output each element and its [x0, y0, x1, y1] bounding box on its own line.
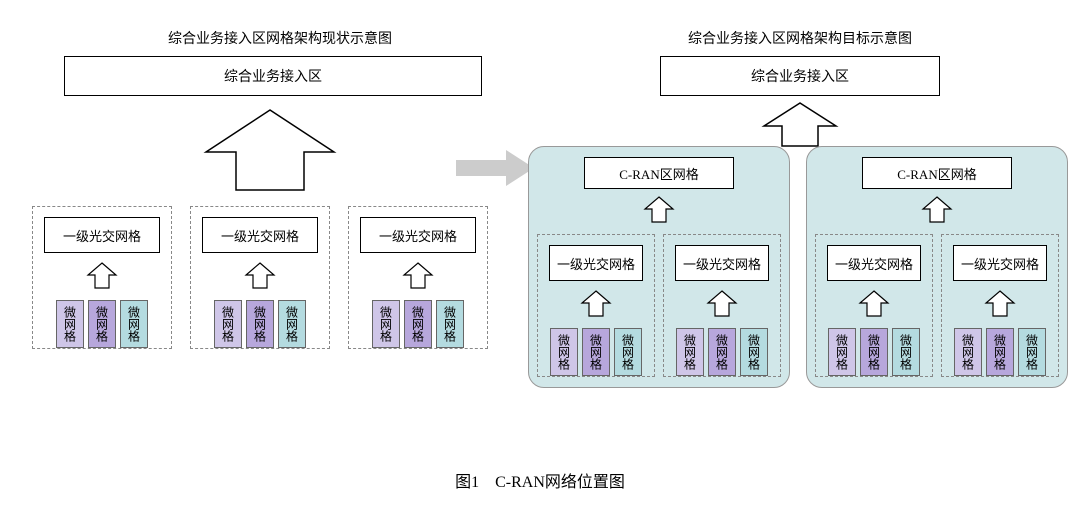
micro-grid: 微网格 — [550, 328, 578, 376]
micro-grid: 微网格 — [1018, 328, 1046, 376]
small-up-arrow — [85, 261, 119, 296]
small-up-arrow — [243, 261, 277, 296]
micro-grid: 微网格 — [892, 328, 920, 376]
micro-grid: 微网格 — [708, 328, 736, 376]
small-up-arrow — [642, 195, 676, 230]
micro-grid: 微网格 — [56, 300, 84, 348]
level1-unit: 一级光交网格 微网格微网格微网格 — [32, 206, 172, 349]
level1-unit: 一级光交网格 微网格微网格微网格 — [663, 234, 781, 377]
level1-label: 一级光交网格 — [44, 217, 160, 253]
level1-label: 一级光交网格 — [675, 245, 769, 281]
micro-row: 微网格微网格微网格 — [39, 300, 165, 348]
cran-units-row: 一级光交网格 微网格微网格微网格 一级光交网格 微网格微网格微网格 — [537, 234, 781, 377]
right-big-up-arrow — [760, 100, 840, 150]
micro-grid: 微网格 — [676, 328, 704, 376]
caption: 图1 C-RAN网络位置图 — [0, 468, 1080, 492]
micro-grid: 微网格 — [278, 300, 306, 348]
micro-row: 微网格微网格微网格 — [670, 328, 774, 376]
cran-label: C-RAN区网格 — [862, 157, 1012, 189]
micro-grid: 微网格 — [120, 300, 148, 348]
cran-group: C-RAN区网格 一级光交网格 微网格微网格微网格 一级光交网格 微网格微网格微… — [528, 146, 790, 388]
level1-unit: 一级光交网格 微网格微网格微网格 — [537, 234, 655, 377]
micro-grid: 微网格 — [214, 300, 242, 348]
micro-grid: 微网格 — [614, 328, 642, 376]
micro-row: 微网格微网格微网格 — [544, 328, 648, 376]
right-title: 综合业务接入区网格架构目标示意图 — [640, 28, 960, 48]
level1-unit: 一级光交网格 微网格微网格微网格 — [941, 234, 1059, 377]
level1-label: 一级光交网格 — [953, 245, 1047, 281]
small-up-arrow — [705, 289, 739, 324]
micro-grid: 微网格 — [828, 328, 856, 376]
micro-grid: 微网格 — [582, 328, 610, 376]
micro-grid: 微网格 — [372, 300, 400, 348]
micro-grid: 微网格 — [740, 328, 768, 376]
left-big-up-arrow — [200, 106, 340, 196]
small-up-arrow — [920, 195, 954, 230]
small-up-arrow — [857, 289, 891, 324]
level1-label: 一级光交网格 — [360, 217, 476, 253]
level1-label: 一级光交网格 — [202, 217, 318, 253]
right-top-box: 综合业务接入区 — [660, 56, 940, 96]
micro-row: 微网格微网格微网格 — [197, 300, 323, 348]
level1-unit: 一级光交网格 微网格微网格微网格 — [190, 206, 330, 349]
right-crans: C-RAN区网格 一级光交网格 微网格微网格微网格 一级光交网格 微网格微网格微… — [528, 146, 1068, 388]
small-up-arrow — [401, 261, 435, 296]
micro-grid: 微网格 — [404, 300, 432, 348]
micro-row: 微网格微网格微网格 — [355, 300, 481, 348]
cran-units-row: 一级光交网格 微网格微网格微网格 一级光交网格 微网格微网格微网格 — [815, 234, 1059, 377]
micro-grid: 微网格 — [88, 300, 116, 348]
cran-label: C-RAN区网格 — [584, 157, 734, 189]
micro-grid: 微网格 — [246, 300, 274, 348]
micro-grid: 微网格 — [436, 300, 464, 348]
left-title: 综合业务接入区网格架构现状示意图 — [120, 28, 440, 48]
center-arrow — [456, 148, 536, 188]
small-up-arrow — [983, 289, 1017, 324]
level1-unit: 一级光交网格 微网格微网格微网格 — [815, 234, 933, 377]
small-up-arrow — [579, 289, 613, 324]
micro-row: 微网格微网格微网格 — [948, 328, 1052, 376]
level1-unit: 一级光交网格 微网格微网格微网格 — [348, 206, 488, 349]
micro-grid: 微网格 — [860, 328, 888, 376]
level1-label: 一级光交网格 — [549, 245, 643, 281]
cran-group: C-RAN区网格 一级光交网格 微网格微网格微网格 一级光交网格 微网格微网格微… — [806, 146, 1068, 388]
left-top-box: 综合业务接入区 — [64, 56, 482, 96]
micro-grid: 微网格 — [986, 328, 1014, 376]
micro-grid: 微网格 — [954, 328, 982, 376]
left-units: 一级光交网格 微网格微网格微网格 一级光交网格 微网格微网格微网格 一级光交网格… — [32, 206, 488, 349]
level1-label: 一级光交网格 — [827, 245, 921, 281]
micro-row: 微网格微网格微网格 — [822, 328, 926, 376]
